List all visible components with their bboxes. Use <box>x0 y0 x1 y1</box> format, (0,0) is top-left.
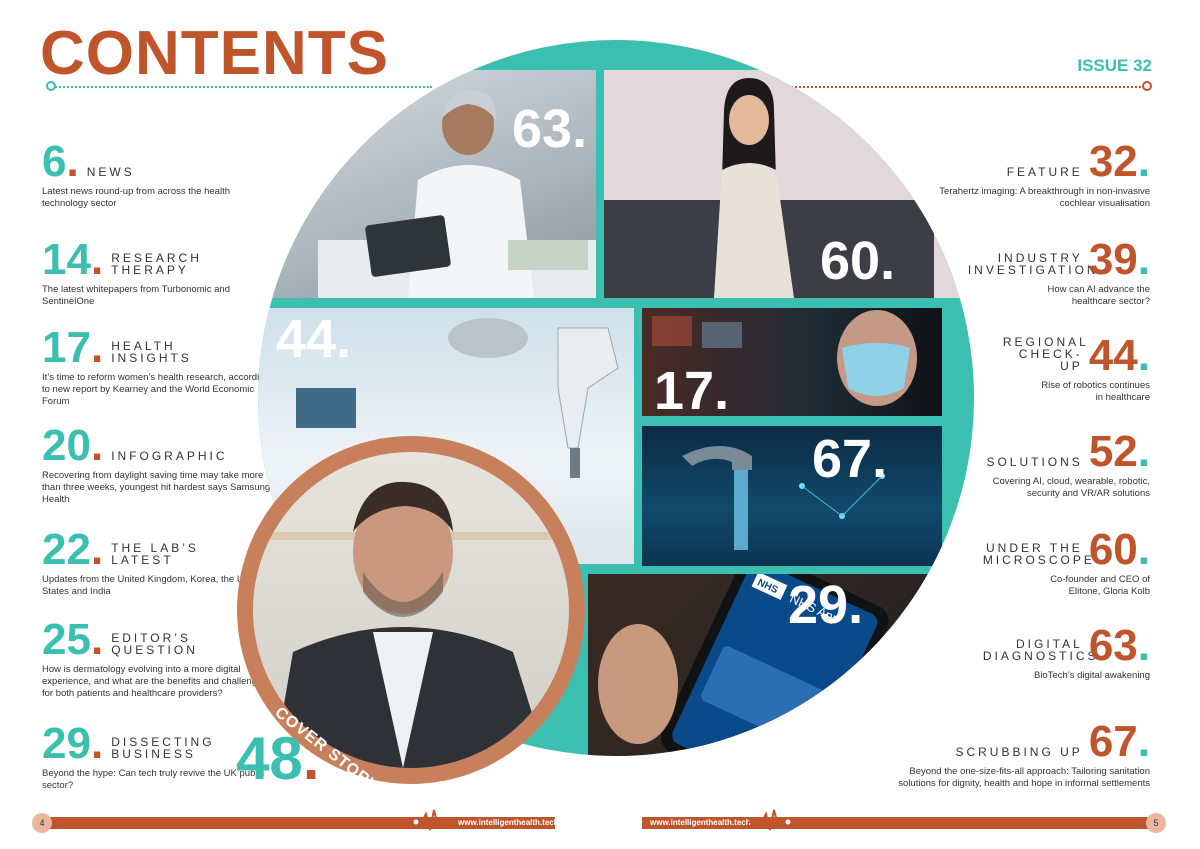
water-illustration <box>682 446 885 550</box>
footer-url-left[interactable]: www.intelligenthealth.tech <box>458 818 559 827</box>
robot-arm-illustration <box>296 318 619 478</box>
section-label: SCRUBBING UP <box>955 745 1083 759</box>
section-desc: BioTech’s digital awakening <box>1033 670 1150 681</box>
toc-entry-editors-question[interactable]: 25. EDITOR’S QUESTION How is dermatology … <box>42 615 272 700</box>
section-desc: Terahertz imaging: A breakthrough in non… <box>939 186 1150 209</box>
toc-entry-infographic[interactable]: 20. INFOGRAPHIC Recovering from daylight … <box>42 421 272 506</box>
footer-url-right[interactable]: www.intelligenthealth.tech <box>650 818 751 827</box>
section-label: DISSECTING BUSINESS <box>111 735 215 761</box>
tile-page-67: 67. <box>812 429 888 489</box>
page-number: 17. <box>42 323 104 372</box>
heartbeat-icon <box>412 809 456 831</box>
section-label: FEATURE <box>1006 165 1083 179</box>
tile-page-44: 44. <box>276 309 352 369</box>
section-label: THE LAB’S LATEST <box>111 541 199 567</box>
section-desc: Co-founder and CEO of Elitone, Gloria Ko… <box>1050 574 1150 597</box>
toc-entry-labs-latest[interactable]: 22. THE LAB’S LATEST Updates from the Uni… <box>42 525 272 598</box>
toc-entry-research-therapy[interactable]: 14. RESEARCH THERAPY The latest whitepape… <box>42 235 272 308</box>
doctor-illustration <box>318 89 596 298</box>
page-number: 29. <box>42 719 104 768</box>
cover-story-photo <box>253 452 569 768</box>
section-label: SOLUTIONS <box>986 455 1083 469</box>
section-desc: Beyond the one-size-fits-all approach: T… <box>898 766 1150 789</box>
issue-number: ISSUE 32 <box>1077 56 1152 75</box>
page-number: 22. <box>42 525 104 574</box>
page-number: 67. <box>1088 717 1150 766</box>
section-label: HEALTH INSIGHTS <box>111 339 192 365</box>
divider-dot-left <box>46 81 56 91</box>
toc-entry-industry-investigation[interactable]: INDUSTRY INVESTIGATION 39. How can AI adv… <box>920 235 1150 308</box>
divider-dot-right <box>1142 81 1152 91</box>
divider-left <box>52 86 432 88</box>
toc-entry-regional-checkup[interactable]: REGIONAL CHECK-UP 44. Rise of robotics co… <box>920 331 1150 404</box>
page-number: 44. <box>1088 331 1150 380</box>
page-number: 6. <box>42 137 79 186</box>
section-desc: Rise of robotics continues in healthcare <box>1041 380 1150 403</box>
section-label: NEWS <box>86 165 135 179</box>
tile-page-60: 60. <box>820 231 896 291</box>
page-number: 32. <box>1088 137 1150 186</box>
section-label: EDITOR’S QUESTION <box>111 631 198 657</box>
section-desc: Beyond the hype: Can tech truly revive t… <box>42 768 265 791</box>
portrait-illustration <box>604 78 934 298</box>
toc-entry-feature[interactable]: FEATURE 32. Terahertz imaging: A breakthr… <box>920 137 1150 210</box>
page-number: 52. <box>1088 427 1150 476</box>
cover-portrait-illustration <box>253 481 569 768</box>
cover-page-number: 48. <box>236 725 320 792</box>
section-desc: It’s time to reform women’s health resea… <box>42 372 270 407</box>
photo-gloria-kolb[interactable]: 60. <box>604 70 974 298</box>
toc-entry-scrubbing-up[interactable]: SCRUBBING UP 67. Beyond the one-size-fits… <box>880 717 1150 790</box>
page-number: 20. <box>42 421 104 470</box>
section-desc: Covering AI, cloud, wearable, robotic, s… <box>992 476 1150 499</box>
section-desc: The latest whitepapers from Turbonomic a… <box>42 284 230 307</box>
page-number-left: 4 <box>32 813 52 833</box>
photo-nhs-app[interactable]: NHS NHS App 29. <box>588 574 974 756</box>
toc-entry-solutions[interactable]: SOLUTIONS 52. Covering AI, cloud, wearabl… <box>920 427 1150 500</box>
phone-illustration: NHS NHS App <box>598 574 889 756</box>
section-desc: Updates from the United Kingdom, Korea, … <box>42 574 265 597</box>
tile-page-29: 29. <box>788 575 864 635</box>
section-label: DIGITAL DIAGNOSTICS <box>982 637 1099 663</box>
section-label: RESEARCH THERAPY <box>111 251 202 277</box>
page-number: 25. <box>42 615 104 664</box>
toc-entry-dissecting-business[interactable]: 29. DISSECTING BUSINESS Beyond the hype: … <box>42 719 272 792</box>
page-number: 39. <box>1088 235 1150 284</box>
toc-entry-health-insights[interactable]: 17. HEALTH INSIGHTS It’s time to reform w… <box>42 323 272 408</box>
section-desc: Recovering from daylight saving time may… <box>42 470 271 505</box>
tile-page-63: 63. <box>512 99 588 159</box>
page-number: 14. <box>42 235 104 284</box>
page-number: 60. <box>1088 525 1150 574</box>
mask-illustration <box>652 310 917 406</box>
heartbeat-icon <box>748 809 792 831</box>
section-label: INDUSTRY INVESTIGATION <box>967 251 1099 277</box>
photo-water-tap[interactable]: 67. <box>642 426 942 566</box>
section-label: REGIONAL CHECK-UP <box>1002 335 1089 373</box>
section-desc: Latest news round-up from across the hea… <box>42 186 230 209</box>
toc-entry-digital-diagnostics[interactable]: DIGITAL DIAGNOSTICS 63. BioTech’s digital… <box>920 621 1150 682</box>
section-label: UNDER THE MICROSCOPE <box>982 541 1095 567</box>
tile-page-17: 17. <box>654 361 730 416</box>
footer-bar-left <box>40 817 555 829</box>
photo-woman-mask[interactable]: 17. <box>642 308 942 416</box>
toc-entry-news[interactable]: 6. NEWS Latest news round-up from across … <box>42 137 272 210</box>
page-number: 63. <box>1088 621 1150 670</box>
section-label: INFOGRAPHIC <box>111 449 228 463</box>
section-desc: How is dermatology evolving into a more … <box>42 664 267 699</box>
section-desc: How can AI advance the healthcare sector… <box>1047 284 1150 307</box>
cover-story-circle[interactable] <box>237 436 585 784</box>
page-number-right: 5 <box>1146 813 1166 833</box>
toc-entry-under-the-microscope[interactable]: UNDER THE MICROSCOPE 60. Co-founder and C… <box>920 525 1150 598</box>
photo-doctor-tablet[interactable]: 63. <box>258 70 596 298</box>
